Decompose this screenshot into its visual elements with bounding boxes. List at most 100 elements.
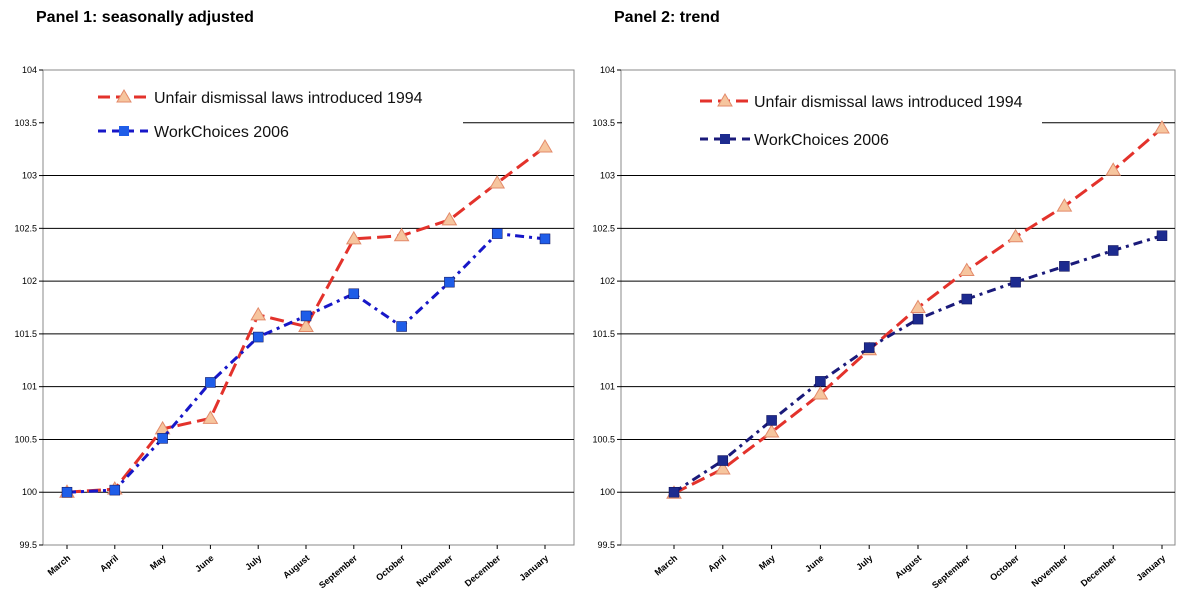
data-point-square xyxy=(961,293,973,305)
legend-marker-triangle xyxy=(717,93,733,107)
x-tick-label: July xyxy=(854,553,874,572)
data-point-triangle xyxy=(910,299,926,313)
data-point-square xyxy=(1010,276,1021,288)
x-tick-label: November xyxy=(415,553,456,589)
data-point-square xyxy=(348,288,360,300)
data-point-triangle xyxy=(812,386,829,400)
panel2-title: Panel 2: trend xyxy=(614,9,720,26)
x-tick-label: June xyxy=(193,553,216,574)
data-point-square xyxy=(912,313,924,325)
data-point-square xyxy=(668,486,680,498)
chart-panel-2: 99.5 100 100.5 101 101.5 102 102.5 103 103.5 104 M… xyxy=(592,65,1176,591)
data-point-triangle xyxy=(489,174,506,189)
data-point-triangle xyxy=(714,461,731,475)
data-point-square xyxy=(539,233,551,245)
data-point-triangle xyxy=(1105,162,1122,176)
data-point-square xyxy=(717,455,729,466)
data-point-triangle xyxy=(202,410,219,424)
x-tick-label: November xyxy=(1030,553,1071,589)
y-tick-label: 104 xyxy=(600,65,615,75)
y-tick-label: 101.5 xyxy=(592,329,615,339)
data-point-square xyxy=(1107,245,1119,256)
data-point-triangle xyxy=(345,230,362,245)
x-tick-label: January xyxy=(1134,553,1167,583)
data-point-square xyxy=(766,415,777,426)
x-tick-label: May xyxy=(148,553,168,572)
x-tick-label: July xyxy=(243,553,263,572)
legend-marker-triangle xyxy=(116,89,132,103)
x-tick-label: December xyxy=(463,553,503,589)
y-tick-label: 103 xyxy=(22,171,37,181)
y-tick-label: 102.5 xyxy=(592,223,615,233)
y-tick-label: 102 xyxy=(22,276,37,286)
data-point-triangle xyxy=(958,262,975,277)
data-point-triangle xyxy=(441,211,458,226)
y-tick-label: 101 xyxy=(600,382,615,392)
x-tick-label: September xyxy=(317,553,359,591)
series-line-workchoices-2006 xyxy=(673,234,1163,494)
x-tick-label: January xyxy=(517,553,550,583)
data-point-square xyxy=(491,228,503,239)
data-point-triangle xyxy=(763,424,780,438)
legend-marker-square xyxy=(720,134,730,144)
x-tick-label: October xyxy=(988,553,1021,583)
data-point-square xyxy=(205,377,216,388)
x-tick-label: March xyxy=(653,553,680,578)
data-point-square xyxy=(1059,261,1070,272)
data-point-square xyxy=(444,276,455,288)
y-tick-label: 103.5 xyxy=(14,118,37,128)
plot-area-border xyxy=(620,69,1176,546)
y-tick-label: 101 xyxy=(22,382,37,392)
y-tick-label: 100.5 xyxy=(14,434,37,444)
y-tick-label: 102 xyxy=(600,276,615,286)
legend-label: Unfair dismissal laws introduced 1994 xyxy=(154,90,423,107)
data-point-square xyxy=(61,486,73,498)
panel1-title: Panel 1: seasonally adjusted xyxy=(36,9,254,26)
legend-label: Unfair dismissal laws introduced 1994 xyxy=(754,94,1023,111)
x-tick-label: August xyxy=(281,553,311,581)
data-point-square xyxy=(157,433,168,444)
legend-background xyxy=(44,80,463,126)
legend-background xyxy=(622,80,1042,126)
data-point-square xyxy=(1156,230,1168,241)
y-tick-label: 100.5 xyxy=(592,434,615,444)
x-tick-label: May xyxy=(757,553,777,572)
x-tick-label: March xyxy=(46,553,73,578)
y-tick-label: 101.5 xyxy=(14,329,37,339)
data-point-triangle xyxy=(537,139,553,153)
y-tick-label: 100 xyxy=(600,487,615,497)
y-tick-label: 103.5 xyxy=(592,118,615,128)
data-point-square xyxy=(815,376,826,387)
x-tick-label: September xyxy=(930,553,972,591)
chart-panel-1: 99.5 100 100.5 101 101.5 102 102.5 103 103.5 104 M… xyxy=(14,65,575,591)
data-point-square xyxy=(300,310,312,322)
x-tick-label: April xyxy=(706,553,728,574)
data-point-square xyxy=(109,484,121,496)
data-point-square xyxy=(252,331,264,343)
y-tick-label: 99.5 xyxy=(597,540,615,550)
data-point-triangle xyxy=(1007,228,1024,243)
x-tick-label: October xyxy=(374,553,407,583)
series-line-workchoices-2006 xyxy=(66,232,546,494)
x-tick-label: December xyxy=(1079,553,1119,589)
data-point-triangle xyxy=(1154,120,1170,134)
y-tick-label: 99.5 xyxy=(19,540,37,550)
x-tick-label: August xyxy=(893,553,923,581)
y-tick-label: 104 xyxy=(22,65,37,75)
data-point-triangle xyxy=(298,318,314,332)
y-tick-label: 100 xyxy=(22,487,37,497)
legend-label: WorkChoices 2006 xyxy=(754,132,889,149)
legend-marker-square xyxy=(119,126,129,136)
data-point-triangle xyxy=(393,227,410,242)
data-point-square xyxy=(396,321,407,332)
data-point-triangle xyxy=(1056,198,1073,212)
data-point-triangle xyxy=(250,306,267,321)
x-tick-label: June xyxy=(803,553,826,574)
x-tick-label: April xyxy=(98,553,120,574)
data-point-square xyxy=(863,342,875,353)
y-tick-label: 102.5 xyxy=(14,223,37,233)
plot-area-border xyxy=(42,69,575,546)
legend-label: WorkChoices 2006 xyxy=(154,124,289,141)
y-tick-label: 103 xyxy=(600,171,615,181)
